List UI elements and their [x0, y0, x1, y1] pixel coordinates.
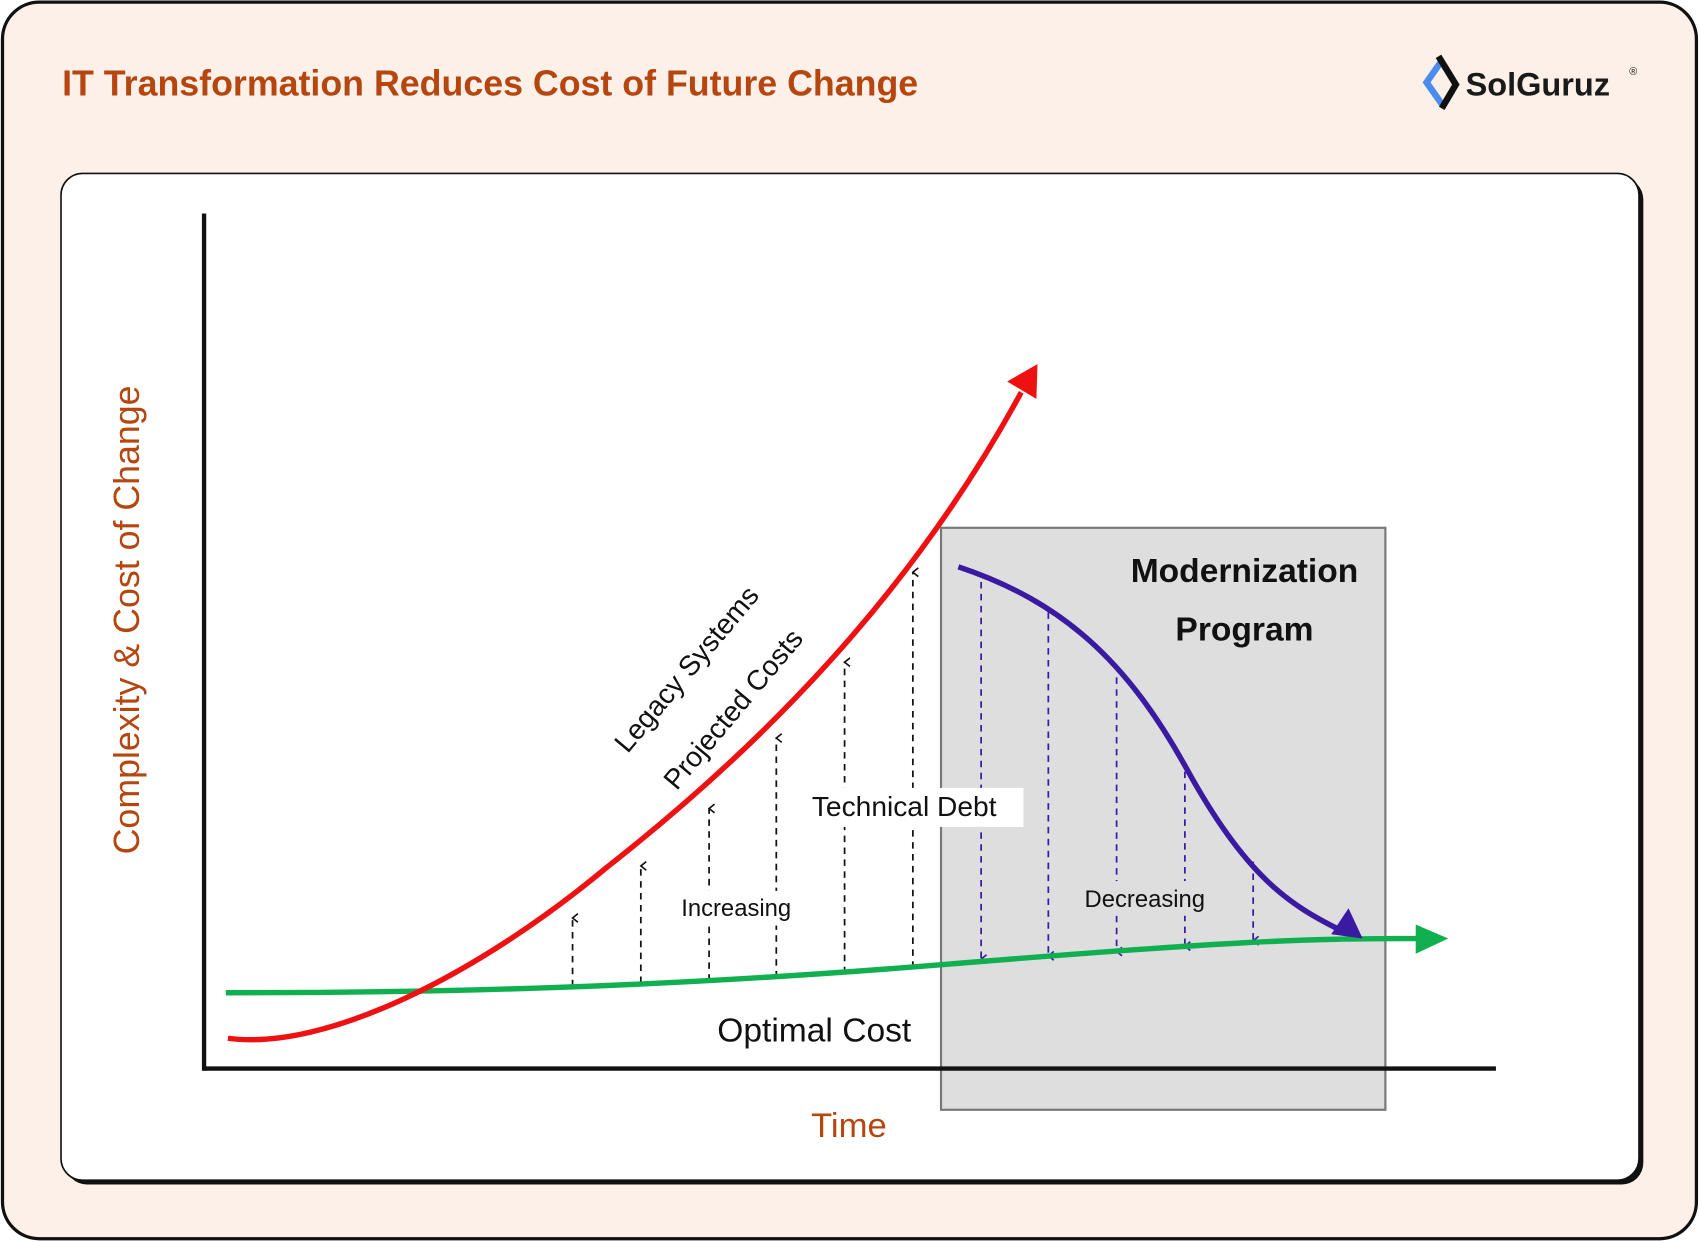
logo-mark-icon: [1422, 58, 1445, 106]
y-axis-label: Complexity & Cost of Change: [107, 385, 147, 854]
modernization-label-line2: Program: [1175, 612, 1313, 649]
logo-text: SolGuruz: [1466, 66, 1610, 102]
logo-registered: ®: [1629, 66, 1637, 78]
optimal-arrowhead-icon: [1415, 924, 1449, 954]
decreasing-label: Decreasing: [1085, 886, 1206, 913]
legacy-cost-curve: [227, 391, 1024, 1043]
modernization-label-line1: Modernization: [1131, 553, 1359, 590]
solguruz-logo: SolGuruz ®: [1422, 54, 1637, 111]
x-axis-label: Time: [811, 1107, 887, 1145]
optimal-cost-curve: [225, 935, 1421, 996]
modernization-curve: [957, 564, 1342, 933]
page-title: IT Transformation Reduces Cost of Future…: [62, 63, 918, 103]
modernization-arrowhead-icon: [1331, 908, 1363, 939]
optimal-cost-label: Optimal Cost: [717, 1013, 912, 1050]
increasing-label: Increasing: [681, 895, 791, 922]
legacy-arrowhead-icon: [1007, 364, 1038, 399]
technical-debt-label: Technical Debt: [812, 790, 997, 822]
